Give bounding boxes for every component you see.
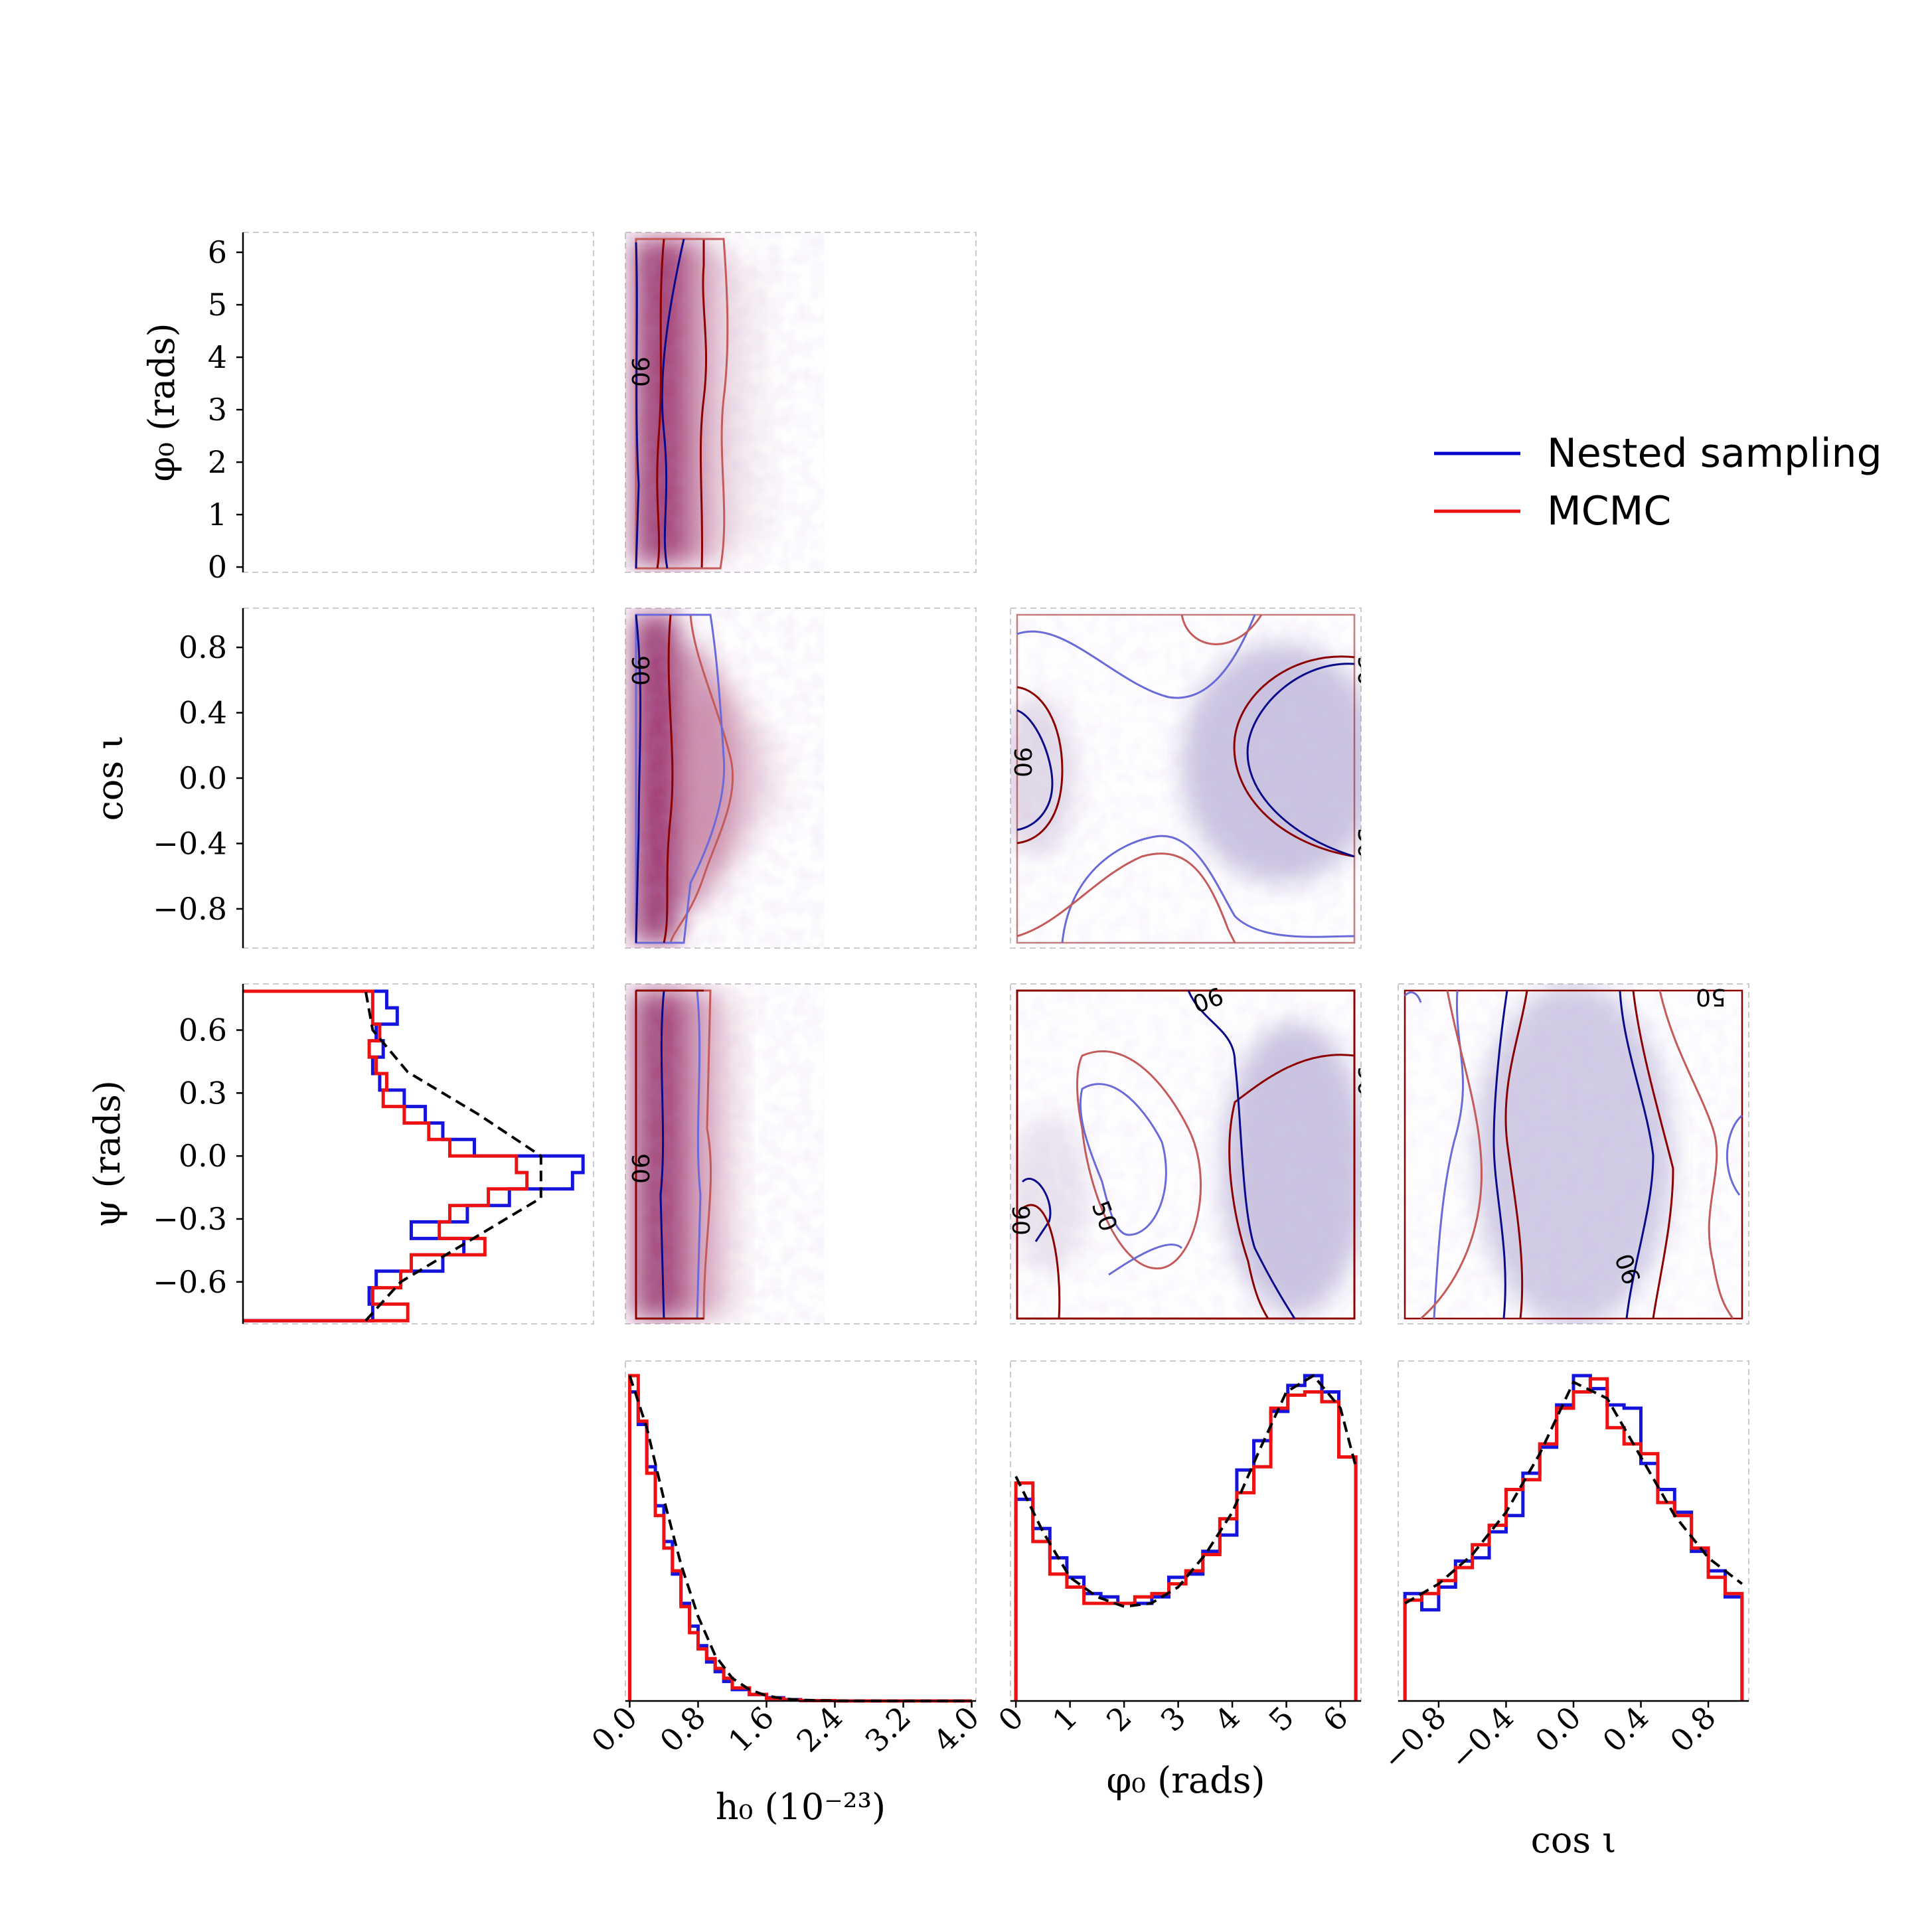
contour-label-h0-psi: 90 (626, 1153, 653, 1184)
contour-label-phi0-psi-c: 90 (1352, 1066, 1380, 1096)
xtick-label-phi0: 5 (1261, 1700, 1301, 1739)
contour-label-h0-cosi: 90 (626, 655, 653, 686)
hist-psi-mcmc (243, 989, 529, 1323)
contour-label-cosi-psi-b: 50 (1696, 983, 1726, 1010)
xtick-label-h0: 0.0 (584, 1700, 644, 1759)
panel-phi0-psi: 90 50 90 90 (1006, 984, 1380, 1324)
contour-label-phi0-cosi-c: 50 (1352, 828, 1380, 858)
hist-phi0-truth (1014, 1374, 1358, 1608)
panel-h0-cosi: 90 (625, 608, 825, 948)
xtick-label-phi0: 1 (1046, 1700, 1085, 1739)
xlabel-cosi: cos ι (1531, 1819, 1617, 1861)
xtick-label-phi0: 6 (1316, 1700, 1355, 1739)
ytick-label-phi0: 1 (208, 497, 227, 532)
histogram-psi (243, 989, 585, 1323)
xtick-label-h0: 2.4 (789, 1700, 849, 1759)
frame-cosi-hist (1398, 1360, 1749, 1702)
ytick-label-psi: 0.3 (179, 1075, 227, 1111)
histogram-h0 (627, 1374, 972, 1703)
axis-spines (242, 232, 1749, 1702)
hist-h0-mcmc (627, 1374, 972, 1703)
frame-phi0-hist (1010, 1360, 1362, 1702)
contour-label-phi0-cosi-a: 90 (1352, 655, 1380, 686)
panel-h0-phi0: 90 (625, 232, 825, 572)
xtick-label-cosi: 0.8 (1663, 1700, 1723, 1759)
ytick-label-cosi: 0.4 (179, 695, 227, 731)
xtick-label-cosi: 0.0 (1528, 1700, 1588, 1759)
ytick-label-psi: −0.6 (153, 1264, 227, 1300)
hist-psi-truth (364, 991, 542, 1322)
xtick-label-phi0: 4 (1208, 1700, 1247, 1739)
xtick-label-h0: 0.8 (653, 1700, 712, 1759)
xtick-label-cosi: −0.8 (1376, 1700, 1453, 1777)
contour-label-phi0-psi-a: 90 (1006, 1205, 1034, 1236)
xtick-label-h0: 3.2 (858, 1700, 918, 1759)
panel-cosi-psi: 90 50 (1398, 983, 1749, 1324)
xtick-label-h0: 1.6 (721, 1700, 781, 1759)
legend-label-nested: Nested sampling (1547, 430, 1882, 477)
ytick-label-phi0: 2 (208, 444, 227, 480)
panel-h0-psi: 90 (625, 984, 825, 1324)
axis-titles: φ₀ (rads) cos ι ψ (rads) h₀ (10⁻²³) φ₀ (… (86, 323, 1616, 1861)
hist-phi0-mcmc (1014, 1390, 1358, 1701)
xtick-label-phi0: 0 (991, 1700, 1030, 1739)
ytick-label-cosi: −0.4 (153, 825, 227, 861)
xlabel-phi0: φ₀ (rads) (1106, 1759, 1265, 1801)
panel-phi0-cosi: 90 90 50 (1008, 608, 1380, 948)
histogram-cosi (1403, 1374, 1744, 1701)
xtick-label-cosi: 0.4 (1595, 1700, 1655, 1759)
ytick-label-psi: 0.6 (179, 1012, 227, 1048)
ytick-label-phi0: 5 (208, 287, 227, 323)
xtick-label-cosi: −0.4 (1443, 1700, 1520, 1777)
contour-label-h0-phi0: 90 (626, 357, 653, 387)
ytick-label-psi: −0.3 (153, 1201, 227, 1237)
xlabel-h0: h₀ (10⁻²³) (716, 1786, 886, 1828)
ytick-label-cosi: −0.8 (153, 891, 227, 927)
frame-phi0-empty (242, 232, 594, 573)
ytick-label-psi: 0.0 (179, 1138, 227, 1174)
hist-cosi-truth (1404, 1380, 1743, 1605)
ylabel-cosi: cos ι (89, 736, 131, 821)
xtick-label-phi0: 2 (1099, 1700, 1139, 1739)
frame-h0-hist (625, 1360, 977, 1702)
hist-phi0-nested (1014, 1374, 1358, 1701)
hist-cosi-mcmc (1403, 1377, 1744, 1701)
hist-h0-nested (627, 1390, 972, 1703)
ytick-label-phi0: 3 (208, 392, 227, 428)
ytick-label-phi0: 6 (208, 234, 227, 270)
ylabel-phi0: φ₀ (rads) (141, 323, 183, 481)
ytick-label-phi0: 4 (208, 339, 227, 375)
ytick-label-cosi: 0.8 (179, 629, 227, 665)
hist-psi-nested (243, 989, 585, 1323)
xtick-label-phi0: 3 (1153, 1700, 1192, 1739)
xtick-label-h0: 4.0 (926, 1700, 986, 1759)
frame-cosi-empty (242, 607, 594, 949)
ylabel-psi: ψ (rads) (86, 1080, 128, 1228)
hist-h0-truth (628, 1375, 972, 1702)
legend: Nested sampling MCMC (1434, 430, 1882, 534)
legend-label-mcmc: MCMC (1547, 488, 1671, 534)
ytick-label-phi0: 0 (208, 549, 227, 585)
histogram-phi0 (1014, 1374, 1358, 1701)
ytick-label-cosi: 0.0 (179, 760, 227, 796)
contour-label-phi0-cosi-b: 90 (1008, 747, 1036, 777)
